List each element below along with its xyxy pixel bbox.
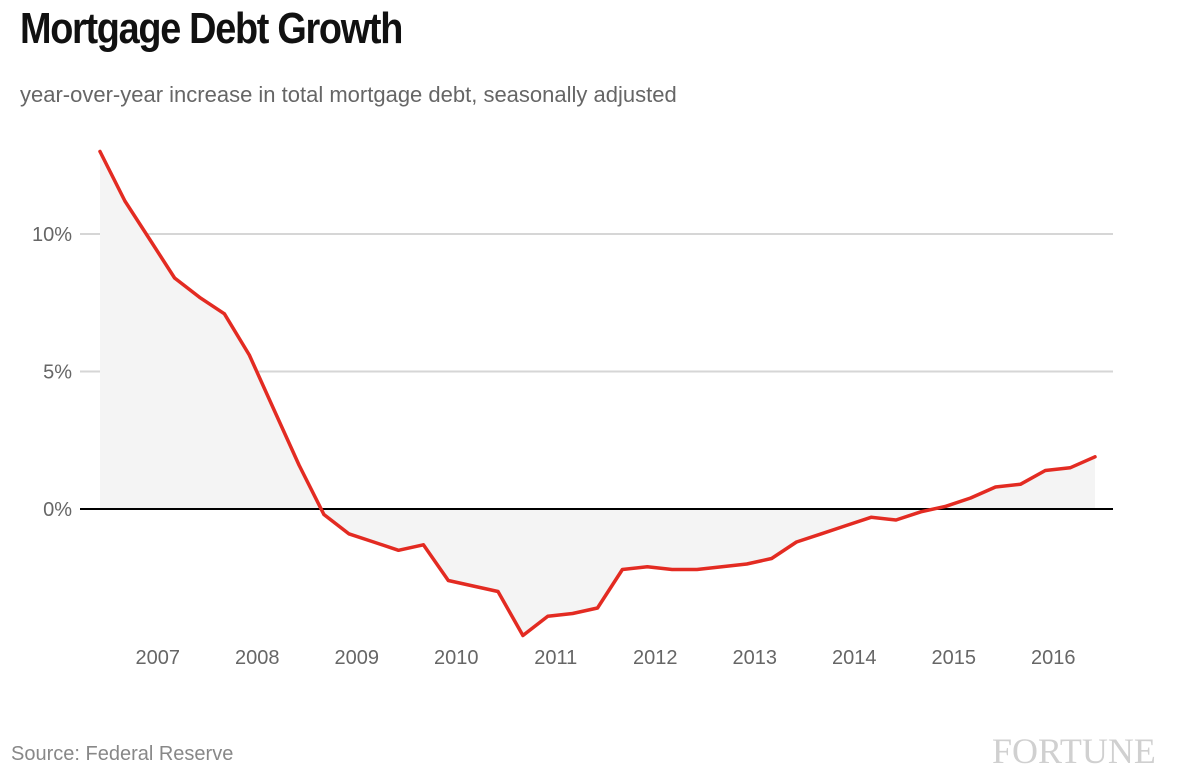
x-tick-label: 2010 [434,647,479,669]
data-point [222,312,226,316]
data-point [123,199,127,203]
data-point [1068,466,1072,470]
x-tick-label: 2008 [235,647,280,669]
x-tick-label: 2013 [733,647,778,669]
x-tick-label: 2015 [932,647,977,669]
data-point [869,515,873,519]
data-point [446,579,450,582]
x-tick-label: 2012 [633,647,678,669]
data-point [770,557,774,560]
data-point [1043,469,1047,472]
data-point [297,463,301,467]
data-point [347,532,351,536]
data-point [471,584,475,588]
source-note: Source: Federal Reserve [11,743,234,765]
data-point [98,150,102,153]
area-fill [100,151,1095,636]
data-point [596,606,599,610]
data-point [173,276,177,280]
fortune-logo: FORTUNE [992,731,1156,771]
data-point [397,548,400,552]
y-tick-label: 5% [43,362,72,384]
data-point [247,353,251,357]
data-point [571,612,575,615]
chart-title: Mortgage Debt Growth [20,4,403,53]
data-point [844,524,848,527]
data-point [546,614,550,618]
data-point [720,565,724,569]
data-point [272,408,276,412]
y-axis-ticks: 0% 5% 10% [32,224,72,521]
data-point [894,518,898,522]
y-tick-label: 10% [32,224,72,246]
data-point [819,532,823,536]
x-tick-label: 2014 [832,647,877,669]
x-tick-label: 2016 [1031,647,1076,669]
data-point [148,238,152,241]
data-point [372,540,376,544]
data-point [322,513,326,516]
mortgage-debt-chart: 0% 5% 10% 2007 2008 2009 2010 2011 2012 2013 2014… [32,149,1113,669]
data-point [795,540,798,544]
chart-subtitle: year-over-year increase in total mortgag… [20,82,677,107]
data-points [98,150,1097,637]
x-axis-ticks: 2007 2008 2009 2010 2011 2012 2013 2014 2015 2016 [136,647,1076,669]
x-tick-label: 2011 [534,647,577,669]
data-point [745,562,749,566]
data-point [645,565,649,569]
data-point [919,510,923,514]
data-point [198,295,201,299]
data-point [521,634,525,637]
data-point [1018,482,1022,486]
y-tick-label: 0% [43,499,72,521]
data-point [496,590,500,593]
data-point [994,485,997,489]
data-point [695,568,699,571]
data-point [944,504,948,508]
data-point [969,496,973,500]
data-point [620,568,624,571]
data-point [1093,455,1097,459]
x-tick-label: 2009 [335,647,380,669]
data-point [670,568,674,571]
data-point [421,543,425,547]
x-tick-label: 2007 [136,647,181,669]
